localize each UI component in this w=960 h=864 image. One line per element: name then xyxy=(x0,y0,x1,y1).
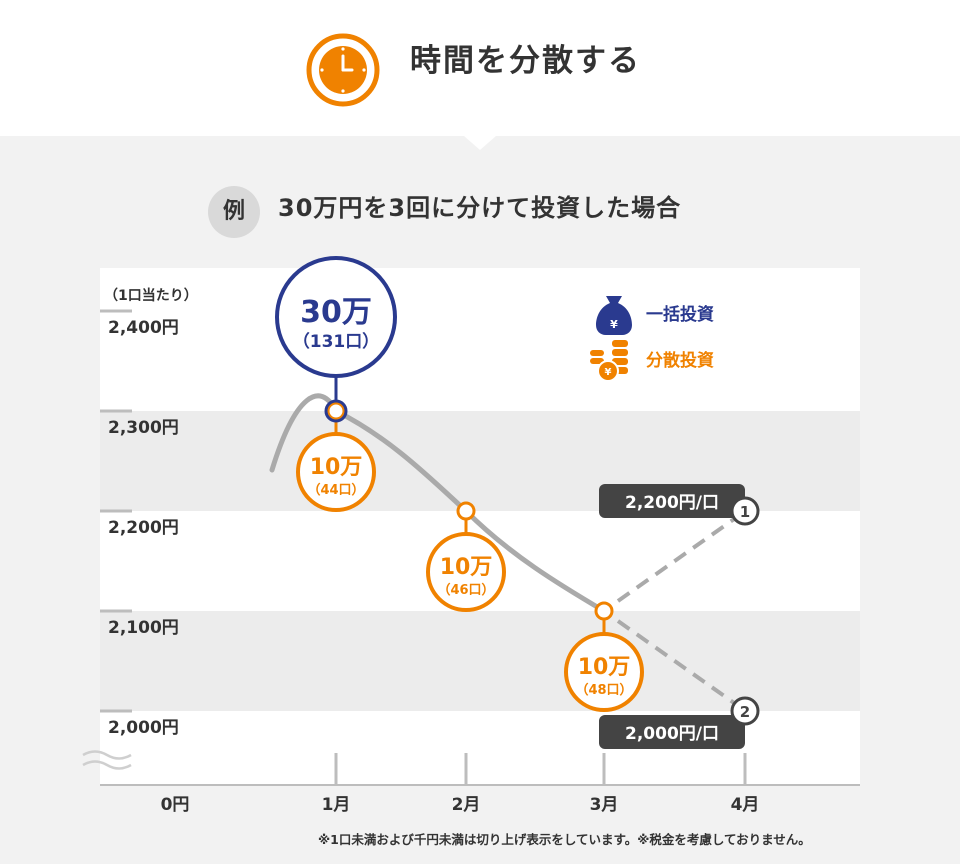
unit-label: （1口当たり） xyxy=(104,287,198,304)
coin-stack-icon xyxy=(590,358,604,364)
price-line xyxy=(269,393,607,614)
y-tick-label: 2,100円 xyxy=(108,618,179,638)
scenario-marker-label: 1 xyxy=(740,503,750,521)
scenario-label-box xyxy=(599,484,745,518)
x-zero-label: 0円 xyxy=(161,795,190,815)
scenario-label: 2,200円/口 xyxy=(625,493,719,513)
x-tick-label: 4月 xyxy=(731,795,760,815)
y-tick-label: 2,000円 xyxy=(108,718,179,738)
coin-stack-icon xyxy=(612,349,628,356)
installment-units: （48口） xyxy=(575,682,632,698)
plot-band xyxy=(100,268,860,411)
scenario-label: 2,000円/口 xyxy=(625,724,719,744)
installment-point xyxy=(456,501,476,521)
scenario-marker-1 xyxy=(730,496,760,526)
y-tick-label: 2,400円 xyxy=(108,318,179,338)
coin-stack-icon xyxy=(612,340,628,347)
plot-band xyxy=(100,411,860,511)
x-tick-label: 3月 xyxy=(590,795,619,815)
scenario-line-2 xyxy=(616,619,739,707)
installment-amount: 10万 xyxy=(578,655,631,680)
scenario-marker-label: 2 xyxy=(740,703,750,721)
money-bag-icon xyxy=(596,296,632,335)
header-panel: 時間を分散する xyxy=(0,0,960,150)
header-pointer xyxy=(464,136,496,150)
axis-break-mark xyxy=(82,750,132,760)
installment-units: （44口） xyxy=(307,482,364,498)
plot-band xyxy=(100,611,860,711)
legend-label-dca: 分散投資 xyxy=(646,350,714,371)
coin-stack-icon xyxy=(590,350,604,356)
installment-point xyxy=(594,601,614,621)
clock-icon xyxy=(306,33,380,107)
installment-point xyxy=(326,401,346,421)
page-title: 時間を分散する xyxy=(410,43,641,79)
installment-bubble xyxy=(426,532,506,612)
example-badge: 例 xyxy=(208,186,260,238)
installment-amount: 10万 xyxy=(310,455,363,480)
scenario-label-box xyxy=(599,715,745,749)
lump-sum-bubble xyxy=(275,256,397,378)
installment-amount: 10万 xyxy=(440,555,493,580)
axis-break-mark xyxy=(82,760,132,770)
coin-stack-icon xyxy=(612,358,628,365)
example-title: 30万円を3回に分けて投資した場合 xyxy=(278,194,682,222)
y-tick-label: 2,300円 xyxy=(108,418,179,438)
yen-symbol: ¥ xyxy=(610,318,618,331)
coin-stack-icon xyxy=(597,360,619,382)
installment-bubble xyxy=(564,632,644,712)
lump-sum-amount: 30万 xyxy=(300,295,372,330)
installment-bubble xyxy=(296,432,376,512)
x-tick-label: 2月 xyxy=(452,795,481,815)
lump-sum-point xyxy=(324,399,348,423)
lump-sum-units: （131口） xyxy=(293,331,380,352)
legend-label-lump-sum: 一括投資 xyxy=(646,304,714,325)
footnote: ※1口未満および千円未満は切り上げ表示をしています。※税金を考慮しておりません。 xyxy=(318,832,811,847)
scenario-marker-2 xyxy=(730,696,760,726)
installment-units: （46口） xyxy=(437,582,494,598)
x-tick-label: 1月 xyxy=(322,795,351,815)
scenario-line-1 xyxy=(616,515,739,603)
yen-symbol: ¥ xyxy=(605,367,612,378)
y-tick-label: 2,200円 xyxy=(108,518,179,538)
